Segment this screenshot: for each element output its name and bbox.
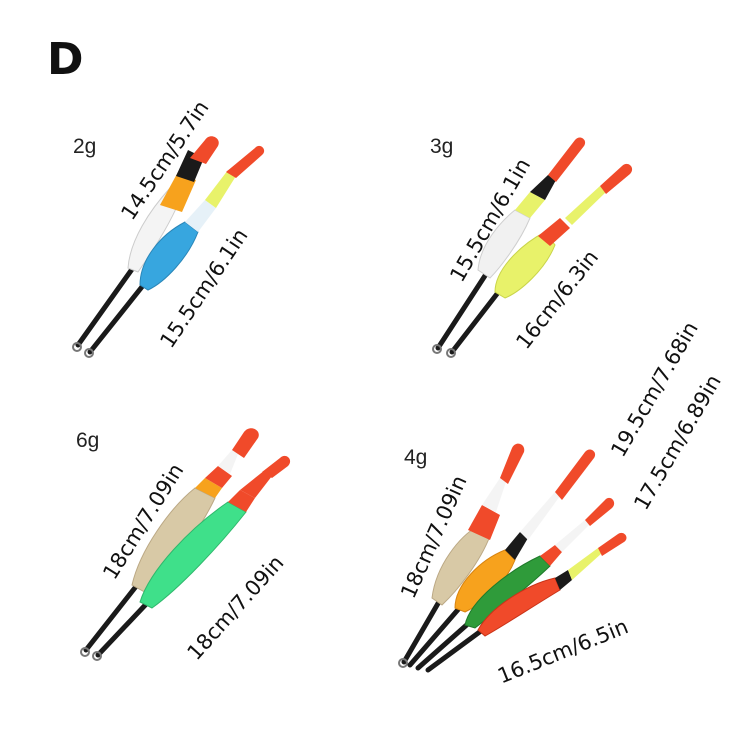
weight-label-6g: 6g xyxy=(76,429,100,452)
fishing-float xyxy=(415,497,615,671)
weight-label-4g: 4g xyxy=(404,446,428,469)
weight-label-2g: 2g xyxy=(73,135,97,158)
fishing-float xyxy=(92,455,291,661)
fishing-float xyxy=(425,532,627,673)
fishing-float xyxy=(398,443,525,668)
fishing-float xyxy=(80,428,259,657)
fishing-float xyxy=(72,136,219,352)
fishing-float xyxy=(446,163,633,358)
weight-label-3g: 3g xyxy=(430,135,454,158)
panel-letter: D xyxy=(47,34,84,85)
fishing-float xyxy=(432,137,586,354)
fishing-float xyxy=(407,449,596,668)
fishing-float xyxy=(84,145,265,358)
